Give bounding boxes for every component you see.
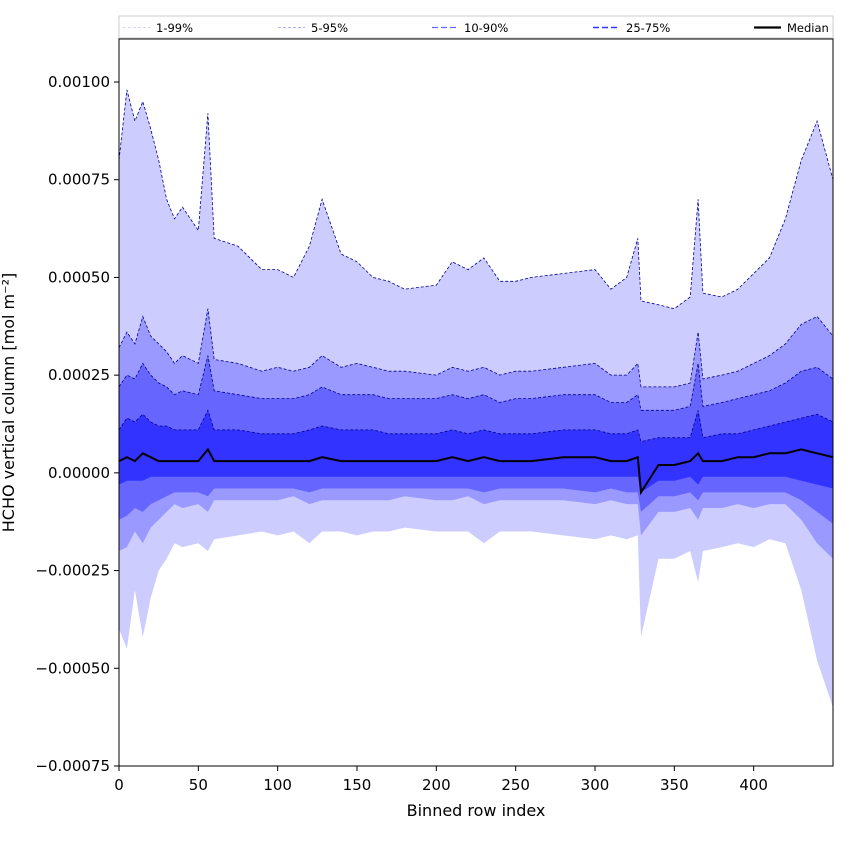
x-tick-label: 150 [343, 776, 372, 794]
band-areas [118, 89, 834, 708]
x-tick-label: 400 [739, 776, 768, 794]
x-tick-label: 100 [263, 776, 292, 794]
y-tick-label: −0.00075 [35, 757, 110, 775]
y-tick-label: −0.00025 [35, 562, 110, 580]
band-1-99%-upper-line [118, 89, 834, 310]
band-10-90%-upper-line [118, 355, 834, 411]
legend-label-Median: Median [787, 21, 829, 35]
y-tick-label: 0.00075 [48, 171, 110, 189]
legend: 1-99% 5-95% 10-90% 25-75% Median [118, 15, 834, 39]
y-tick-label: 0.00100 [48, 73, 110, 91]
x-tick-label: 300 [581, 776, 610, 794]
median-line-layer [118, 447, 834, 496]
legend-label-1-99%: 1-99% [156, 21, 193, 35]
legend-label-25-75%: 25-75% [626, 21, 670, 35]
band-25-75%-upper-line [118, 409, 834, 443]
y-tick-label: 0.00050 [48, 268, 110, 286]
legend-label-10-90%: 10-90% [464, 21, 508, 35]
median-line [118, 447, 834, 496]
x-tick-label: 50 [189, 776, 208, 794]
x-tick-label: 200 [422, 776, 451, 794]
legend-label-5-95%: 5-95% [311, 21, 348, 35]
y-tick-label: 0.00000 [48, 464, 110, 482]
legend-box [118, 15, 834, 39]
y-tick-label: −0.00050 [35, 659, 110, 677]
x-axis-label: Binned row index [407, 801, 546, 820]
y-axis: −0.00075 −0.00050 −0.00025 0.00000 0.00025 0.… [35, 73, 119, 775]
x-axis: 0 50 100 150 200 250 300 350 400 [114, 766, 768, 794]
x-tick-label: 350 [660, 776, 689, 794]
band-5-95%-upper-line [118, 308, 834, 388]
plot-frame [118, 38, 834, 767]
y-tick-label: 0.00025 [48, 366, 110, 384]
x-tick-label: 0 [114, 776, 124, 794]
x-tick-label: 250 [501, 776, 530, 794]
y-axis-label: HCHO vertical column [mol m⁻²] [0, 273, 18, 532]
